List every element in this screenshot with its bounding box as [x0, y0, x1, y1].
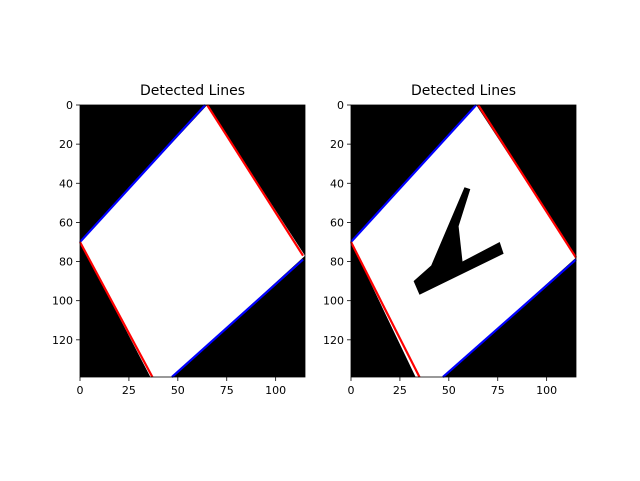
x-tick-label: 25 [393, 384, 407, 397]
y-tick-label: 40 [59, 177, 73, 190]
y-tick-label: 100 [52, 295, 73, 308]
detected-line [171, 258, 304, 378]
y-tick-label: 0 [337, 99, 344, 112]
axes-frame [350, 104, 577, 378]
image-foreground-shape [80, 105, 305, 377]
x-tick-label: 50 [442, 384, 456, 397]
subplot-left: Detected Lines 0 25 50 75 100 0 20 40 60 80 100 120 [52, 83, 306, 397]
chart-title: Detected Lines [411, 83, 516, 99]
x-tick-label: 75 [220, 384, 234, 397]
y-tick-label: 120 [323, 334, 344, 347]
image-inner-shape [413, 187, 504, 295]
x-tick-label: 50 [171, 384, 185, 397]
x-tick-label: 25 [122, 384, 136, 397]
y-tick-label: 60 [330, 216, 344, 229]
y-tick-label: 80 [330, 256, 344, 269]
chart-title: Detected Lines [140, 83, 245, 99]
axes-frame [79, 104, 306, 378]
y-tick-label: 60 [59, 216, 73, 229]
detected-line [442, 258, 577, 378]
x-tick-label: 0 [348, 384, 355, 397]
detected-line [206, 104, 304, 257]
detected-line [350, 241, 421, 378]
detected-line [477, 104, 577, 259]
y-tick-label: 80 [59, 256, 73, 269]
y-tick-label: 120 [52, 334, 73, 347]
y-tick-label: 0 [66, 99, 73, 112]
x-tick-label: 0 [77, 384, 84, 397]
image-foreground-shape [351, 105, 576, 377]
subplot-right: Detected Lines 0 25 50 75 100 0 20 40 60 80 100 120 [323, 83, 577, 397]
x-tick-label: 100 [265, 384, 286, 397]
y-tick-label: 40 [330, 177, 344, 190]
detected-line [79, 104, 207, 243]
detected-line [350, 104, 478, 243]
x-tick-label: 100 [536, 384, 557, 397]
y-tick-label: 20 [330, 138, 344, 151]
y-tick-label: 20 [59, 138, 73, 151]
x-tick-label: 75 [491, 384, 505, 397]
y-tick-label: 100 [323, 295, 344, 308]
detected-line [79, 241, 154, 378]
